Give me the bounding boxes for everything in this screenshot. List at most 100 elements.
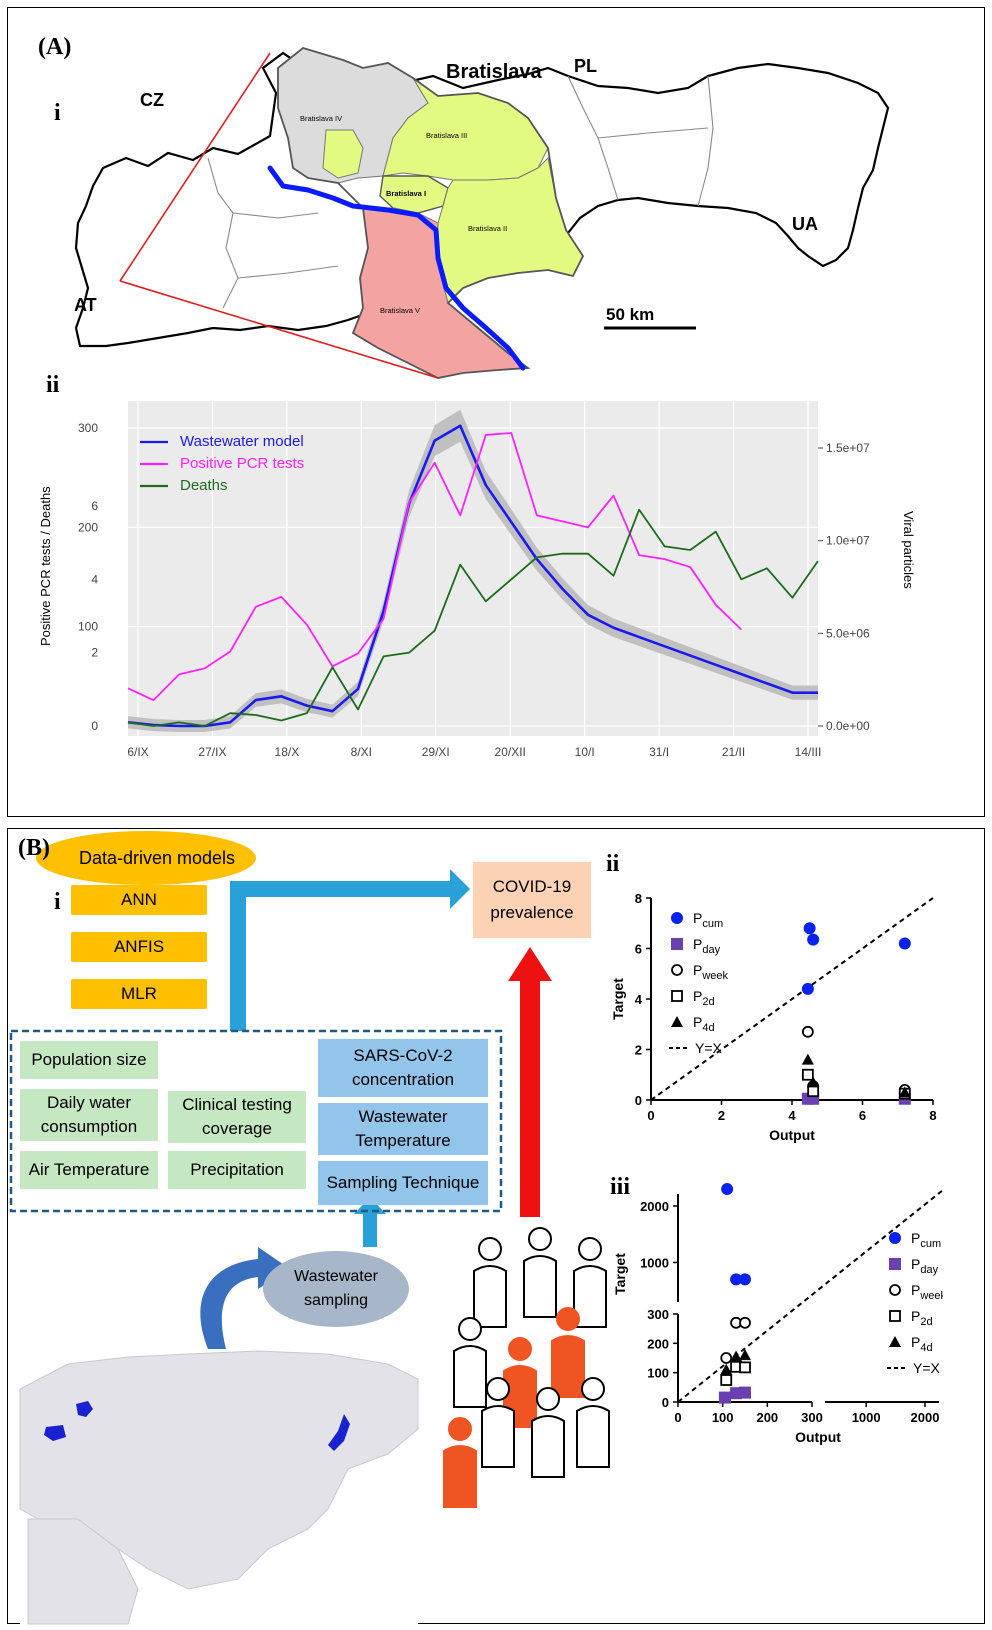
marker-pcum (898, 937, 911, 950)
x-tick-label: 18/X (275, 745, 300, 759)
legend-main: P (911, 1282, 920, 1298)
series-line-positive-pcr-tests (127, 432, 742, 702)
pcr-tick-label: 300 (78, 421, 98, 435)
legend-sub: 4d (920, 1342, 932, 1354)
person-body (523, 1255, 557, 1318)
pcr-tick-label: 0 (91, 719, 98, 733)
legend-label: P4d (693, 1014, 715, 1034)
marker-p4d (671, 1016, 683, 1027)
person-head (458, 1317, 482, 1341)
model-ann: ANN (71, 885, 207, 915)
marker-pweek (801, 1025, 814, 1038)
marker-p2d (801, 1068, 814, 1081)
x-tick-label: 100 (712, 1410, 734, 1425)
x-tick-label: 1000 (852, 1410, 881, 1425)
legend-main: P (693, 962, 702, 978)
person-head (556, 1307, 580, 1331)
x-tick-label: 6 (859, 1108, 866, 1123)
factor-daily-water: Daily water consumption (20, 1089, 158, 1141)
region-bratislava-iv-green (322, 129, 364, 179)
world-map (19, 1349, 419, 1625)
x-tick-label: 0 (674, 1410, 681, 1425)
legend-sub: day (920, 1264, 938, 1276)
factor-sampling-technique: Sampling Technique (318, 1161, 488, 1205)
country-ua: UA (792, 214, 818, 234)
pcr-tick-label: 100 (78, 620, 98, 634)
marker-pweek (671, 964, 683, 976)
y-tick-label: 2 (635, 1043, 642, 1058)
legend-label: Pcum (911, 1230, 941, 1250)
panel-a-sub-i: i (54, 100, 61, 126)
japan-highlight (328, 1414, 350, 1451)
marker-pcum (730, 1273, 743, 1286)
right-tick-label: 0.0e+00 (826, 719, 870, 733)
legend-yx-label: Y=X (913, 1360, 941, 1376)
person-head (528, 1227, 552, 1251)
marker-pday (889, 1258, 901, 1270)
legend-label: P4d (911, 1334, 933, 1354)
panel-a-label: (A) (38, 34, 72, 60)
person-body (481, 1405, 515, 1468)
population-icon (443, 1227, 610, 1508)
region-borders (207, 75, 714, 309)
factors-dashed-frame (9, 1029, 503, 1213)
legend-main: P (911, 1256, 920, 1272)
person-body (473, 1265, 507, 1328)
legend-sub: cum (920, 1238, 941, 1250)
person-head (448, 1417, 472, 1441)
y-tick-label: 0 (662, 1395, 669, 1410)
country-pl: PL (574, 56, 597, 76)
legend-sub: 4d (702, 1022, 714, 1034)
factor-precipitation: Precipitation (168, 1151, 306, 1189)
x-tick-label: 8/XI (351, 745, 372, 759)
y-tick-label: 300 (647, 1307, 669, 1322)
model-anfis: ANFIS (71, 932, 207, 962)
person-head (536, 1387, 560, 1411)
panel-b-sub-iii: iii (610, 1174, 631, 1200)
right-tick-label: 1.0e+07 (826, 534, 870, 548)
legend-label: Pweek (911, 1282, 943, 1302)
left-axis-label: Positive PCR tests / Deaths (38, 486, 53, 646)
y-tick-label: 200 (647, 1336, 669, 1351)
marker-p2d (739, 1361, 751, 1374)
y-tick-label: 4 (635, 992, 643, 1007)
slovakia-map: Bratislava IV Bratislava III Bratislava … (74, 47, 890, 379)
legend-sub: cum (702, 918, 723, 930)
spain-highlight (44, 1425, 66, 1441)
district-label-ii: Bratislava II (468, 224, 507, 233)
marker-pcum (889, 1232, 901, 1244)
marker-pweek (889, 1284, 901, 1296)
y-tick-label: 8 (635, 891, 642, 906)
person-head (478, 1237, 502, 1261)
x-tick-label: 21/II (722, 745, 745, 759)
bratislava-regions (267, 47, 585, 379)
red-flow-arrow (508, 947, 552, 1217)
person-body (576, 1405, 610, 1468)
marker-pcum (721, 1183, 734, 1196)
person-body (443, 1445, 477, 1508)
x-tick-label: 2 (718, 1108, 725, 1123)
europe-highlight (76, 1401, 93, 1417)
marker-pcum (807, 933, 820, 946)
marker-p4d (889, 1336, 901, 1347)
legend-main: P (911, 1308, 920, 1324)
series-line-deaths (127, 508, 819, 727)
y-axis-label: Target (612, 1253, 628, 1295)
legend-sub: week (919, 1290, 943, 1302)
marker-p2d (807, 1085, 820, 1098)
person-body (531, 1415, 565, 1478)
scale-label: 50 km (606, 305, 654, 324)
x-tick-label: 31/I (649, 745, 669, 759)
pcr-tick-label: 200 (78, 520, 98, 534)
blue-flow-arrow (230, 869, 470, 1031)
country-at: AT (74, 295, 97, 315)
legend-main: P (911, 1334, 920, 1350)
legend-main: P (693, 936, 702, 952)
marker-pcum (803, 922, 816, 935)
person-head (578, 1237, 602, 1261)
marker-pday (671, 938, 683, 950)
factor-air-temperature: Air Temperature (20, 1151, 158, 1189)
x-tick-label: 2000 (911, 1410, 940, 1425)
legend-main: P (693, 1014, 702, 1030)
panel-b-label: (B) (18, 835, 50, 861)
